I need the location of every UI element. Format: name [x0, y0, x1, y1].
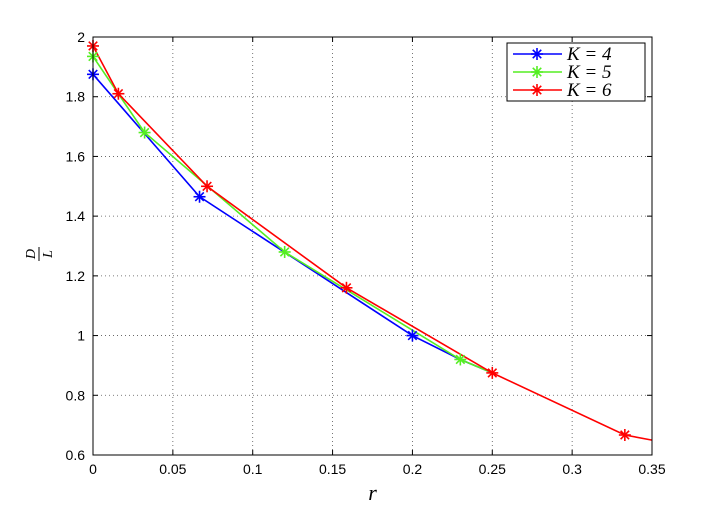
legend: K = 4K = 5K = 6: [506, 42, 646, 102]
x-tick-label: 0.2: [403, 461, 423, 477]
y-tick-label: 0.6: [66, 447, 86, 463]
y-axis-label-numerator: D: [24, 249, 39, 260]
x-tick-label: 0.1: [243, 461, 263, 477]
data-point-k6: [201, 180, 214, 193]
y-tick-label: 1.8: [66, 89, 86, 105]
plot-frame: [92, 36, 653, 456]
x-tick-label: 0: [89, 461, 97, 477]
legend-marker: [531, 48, 543, 60]
y-axis-label-denominator: L: [41, 250, 56, 259]
series-layer: [87, 39, 653, 441]
x-tick-label: 0.3: [562, 461, 582, 477]
data-point-k6: [112, 87, 125, 100]
data-point-k4: [193, 190, 206, 203]
x-tick-label: 0.25: [479, 461, 506, 477]
y-axis-label: D L: [24, 247, 56, 261]
data-point-k5: [454, 353, 467, 366]
legend-marker: [531, 66, 543, 78]
data-point-k4: [406, 329, 419, 342]
data-point-k5: [138, 126, 151, 139]
x-tick-label: 0.15: [319, 461, 346, 477]
series-line-k6: [92, 45, 653, 441]
data-point-k6: [340, 281, 353, 294]
ticks: 0 0.05 0.1 0.15 0.2 0.25 0.3 0.35 0.6 0.8 1 1.2 1.4 1…: [66, 29, 666, 477]
x-tick-label: 0.35: [638, 461, 665, 477]
x-tick-label: 0.05: [159, 461, 186, 477]
y-tick-label: 1.4: [66, 208, 86, 224]
y-tick-label: 1.2: [66, 268, 86, 284]
y-tick-label: 1.6: [66, 148, 86, 164]
y-tick-label: 2: [77, 29, 85, 45]
x-axis-label: r: [368, 480, 377, 505]
y-tick-label: 1: [77, 328, 85, 344]
data-point-k5: [278, 245, 291, 258]
legend-marker: [531, 84, 543, 96]
y-tick-label: 0.8: [66, 387, 86, 403]
legend-entry-label: K = 5: [566, 62, 612, 83]
series-line-k4: [92, 73, 493, 374]
data-point-k6: [486, 366, 499, 379]
series-line-k5: [92, 55, 493, 374]
data-point-k6: [618, 428, 631, 441]
legend-entry-label: K = 4: [566, 44, 612, 65]
grid: [93, 37, 652, 455]
legend-entry-label: K = 6: [566, 80, 612, 101]
